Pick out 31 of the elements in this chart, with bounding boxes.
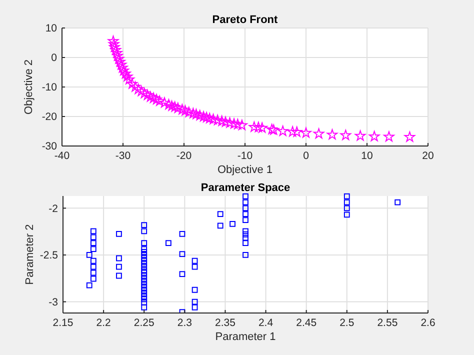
y-axis-title: Parameter 2 bbox=[24, 224, 36, 285]
x-tick-label: 2.25 bbox=[134, 317, 154, 329]
y-tick-label: -30 bbox=[42, 140, 58, 153]
x-tick-label: 2.4 bbox=[258, 317, 274, 329]
x-tick-label: -30 bbox=[115, 150, 131, 162]
x-axis-title: Objective 1 bbox=[217, 164, 273, 176]
x-tick-label: -20 bbox=[176, 150, 192, 162]
chart-title: Parameter Space bbox=[200, 182, 290, 194]
y-tick-label: -2 bbox=[48, 202, 58, 215]
y-tick-label: 10 bbox=[45, 22, 58, 35]
x-axis-title: Parameter 1 bbox=[215, 331, 276, 343]
x-tick-label: 2.35 bbox=[215, 317, 236, 329]
x-tick-label: 2.45 bbox=[296, 317, 317, 329]
x-tick-label: 2.15 bbox=[52, 317, 74, 329]
x-tick-label: 0 bbox=[303, 150, 310, 162]
y-tick-label: -2.5 bbox=[40, 250, 58, 262]
x-tick-label: 2.5 bbox=[340, 317, 354, 329]
x-tick-label: 2.6 bbox=[420, 317, 436, 329]
y-tick-label: 0 bbox=[51, 52, 58, 64]
x-tick-label: -40 bbox=[54, 150, 70, 162]
x-tick-label: 2.3 bbox=[177, 317, 192, 329]
x-tick-label: -10 bbox=[237, 150, 253, 162]
y-tick-label: -10 bbox=[42, 82, 58, 94]
y-tick-label: -3 bbox=[48, 296, 58, 308]
x-tick-label: 10 bbox=[361, 150, 373, 162]
x-tick-label: 20 bbox=[422, 150, 434, 162]
x-tick-label: 2.55 bbox=[377, 317, 398, 329]
y-axis-title: Objective 2 bbox=[23, 59, 35, 115]
y-tick-label: -20 bbox=[42, 111, 58, 124]
chart-title: Pareto Front bbox=[212, 14, 278, 26]
x-tick-label: 2.2 bbox=[96, 317, 112, 329]
